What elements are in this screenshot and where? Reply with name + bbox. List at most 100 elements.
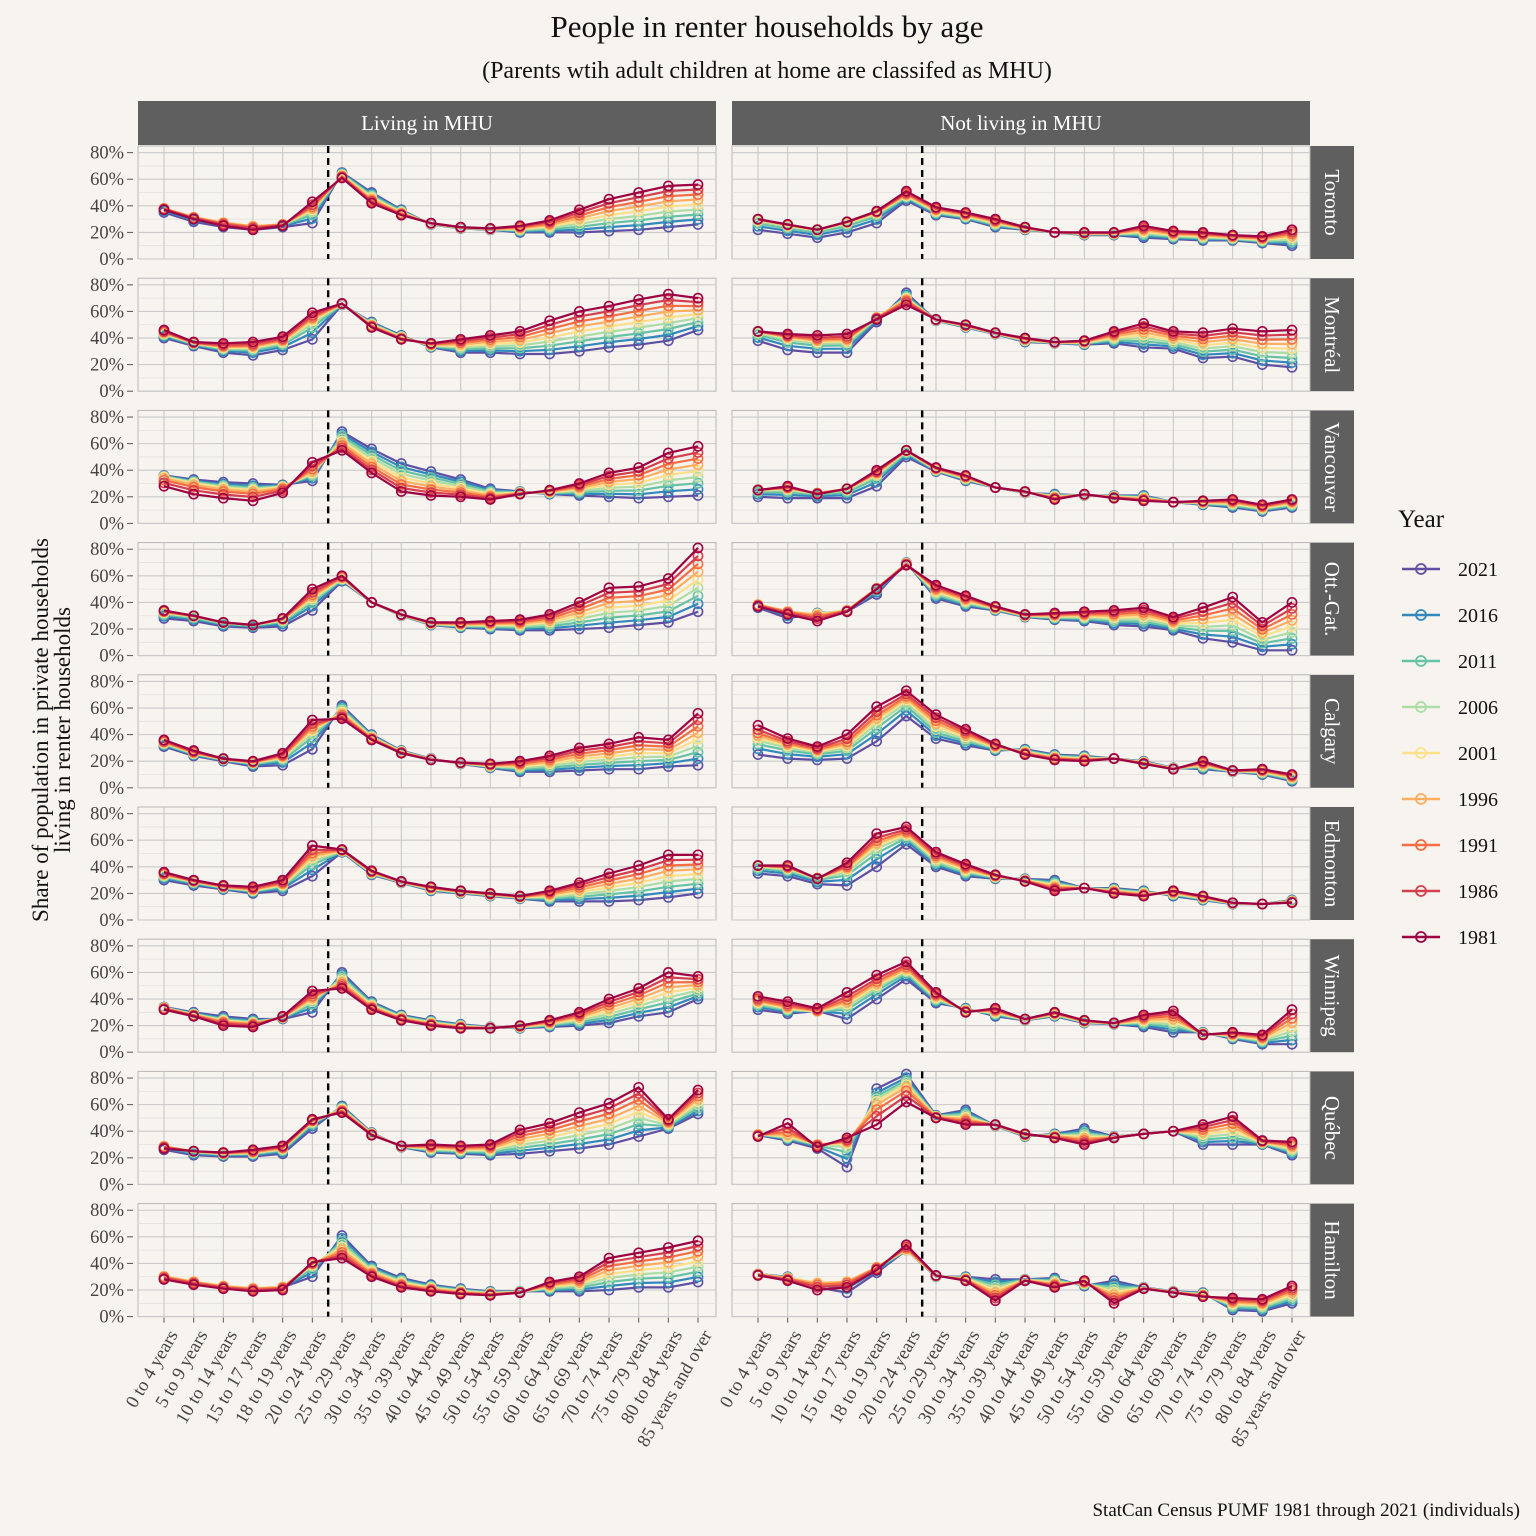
data-point-1981 [1049,885,1061,897]
data-point-1981 [1108,605,1120,616]
data-point-1981 [841,857,853,869]
data-point-2006 [662,317,674,329]
data-point-1981 [1227,1292,1239,1304]
data-point-1981 [989,1002,1001,1014]
legend-key-point [1415,793,1427,805]
data-point-1981 [1138,495,1150,507]
data-point-1981 [989,738,1001,750]
data-point-1981 [1108,492,1120,504]
data-point-1981 [336,1107,348,1119]
data-point-2016 [841,1153,853,1165]
data-point-1981 [425,1139,437,1150]
data-point-1981 [247,495,259,507]
data-point-1981 [1197,495,1209,507]
data-point-1981 [514,1020,526,1032]
series-line-1981 [757,689,1293,776]
row-strip [1310,542,1354,656]
data-point-1991 [692,558,704,570]
row-strip-label: Ott.-Gat. [1320,562,1344,637]
column-strip-label: Not living in MHU [940,111,1102,135]
data-point-1986 [692,447,704,458]
data-point-1981 [1019,221,1031,233]
row-strip [1310,674,1354,788]
chart-title: People in renter households by age [550,9,983,44]
panel [137,806,717,921]
row-strip-label: Québec [1320,1096,1344,1160]
y-tick-label: 60% [90,1096,124,1116]
data-point-1981 [603,1097,615,1109]
data-point-1981 [484,1289,496,1301]
data-point-1981 [603,193,615,205]
y-tick-label: 0% [99,1175,124,1195]
data-point-1981 [484,223,496,234]
data-point-1981 [960,590,972,602]
data-point-2021 [603,895,615,907]
series-line-1981 [163,293,699,345]
data-point-1981 [1256,1029,1268,1041]
data-point-1981 [1286,1136,1298,1148]
data-point-1981 [277,220,289,232]
data-point-1981 [1138,220,1150,232]
panel-background [137,409,717,524]
data-point-1981 [930,314,942,325]
data-point-1981 [425,337,437,349]
data-point-1981 [1227,323,1239,335]
legend-key-point [1415,609,1427,621]
data-point-1981 [306,714,318,726]
data-point-1981 [514,890,526,902]
data-point-1981 [306,583,318,595]
data-point-2021 [692,606,704,618]
data-point-1981 [1256,230,1268,242]
data-point-1981 [484,1139,496,1150]
row-strip [1310,1071,1354,1185]
data-point-1981 [158,605,170,616]
data-point-1981 [336,982,348,994]
data-point-1981 [1138,1009,1150,1021]
data-point-1981 [217,1020,229,1032]
data-point-1981 [900,185,912,197]
data-point-1981 [1138,1283,1150,1295]
data-point-1981 [366,1004,378,1016]
data-point-1981 [366,734,378,746]
panel-background [137,1070,717,1185]
data-point-1981 [871,1119,883,1130]
data-point-1981 [1167,1005,1179,1017]
y-tick-label: 20% [90,1281,124,1301]
data-point-1996 [692,727,704,739]
data-point-1981 [247,881,259,893]
data-point-1981 [514,325,526,337]
data-point-1981 [455,616,467,628]
data-point-1981 [871,969,883,981]
data-point-1981 [395,608,407,620]
data-point-1981 [217,753,229,764]
data-point-1996 [1286,614,1298,626]
data-point-1981 [662,447,674,459]
data-point-1981 [306,985,318,997]
data-point-1981 [366,1271,378,1283]
series-line-1981 [757,960,1293,1037]
data-point-1981 [603,467,615,479]
data-point-1981 [395,1014,407,1026]
data-point-1981 [336,570,348,582]
data-point-1981 [900,956,912,968]
data-point-1981 [752,484,764,496]
data-point-1981 [277,612,289,624]
data-point-1981 [1108,227,1120,238]
data-point-1981 [1078,1139,1090,1150]
data-point-1981 [1138,602,1150,614]
data-point-1981 [960,319,972,331]
panel-background [137,1203,717,1318]
series-line-1981 [163,844,698,898]
series-line-1981 [163,1086,699,1154]
data-point-1981 [247,1021,259,1033]
y-tick-label: 60% [90,963,124,983]
data-point-1981 [1049,494,1061,505]
data-point-1981 [752,601,764,612]
data-point-1981 [277,487,289,499]
data-point-1981 [1167,763,1179,775]
row-strip-label: Calgary [1320,698,1344,765]
data-point-1981 [1256,1293,1268,1305]
data-point-2011 [692,590,704,602]
data-point-1981 [217,220,229,232]
